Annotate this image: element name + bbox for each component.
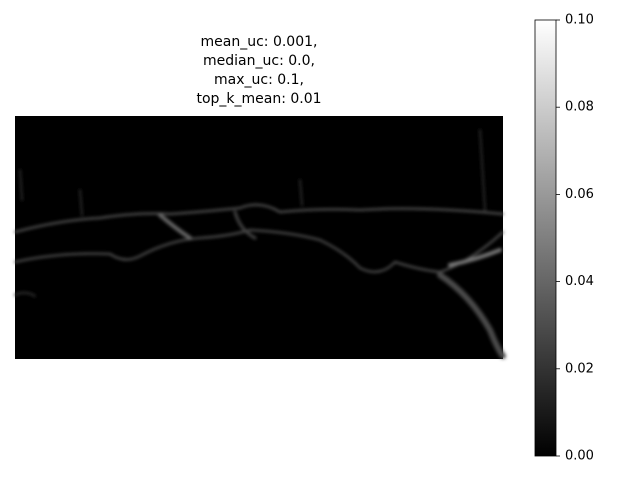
colorbar-tick-label: 0.08 <box>565 100 594 115</box>
chart-title: mean_uc: 0.001, <box>201 34 318 50</box>
colorbar-tick-label: 0.00 <box>565 449 594 464</box>
chart-title: top_k_mean: 0.01 <box>196 91 321 107</box>
chart-title: max_uc: 0.1, <box>214 72 304 88</box>
colorbar-tick-label: 0.10 <box>565 13 594 28</box>
colorbar-tick-label: 0.04 <box>565 274 594 289</box>
chart-title: median_uc: 0.0, <box>203 53 315 69</box>
colorbar <box>534 19 557 457</box>
colorbar-tick-label: 0.02 <box>565 361 594 376</box>
image <box>14 116 506 359</box>
colorbar-tick-label: 0.06 <box>565 187 594 202</box>
